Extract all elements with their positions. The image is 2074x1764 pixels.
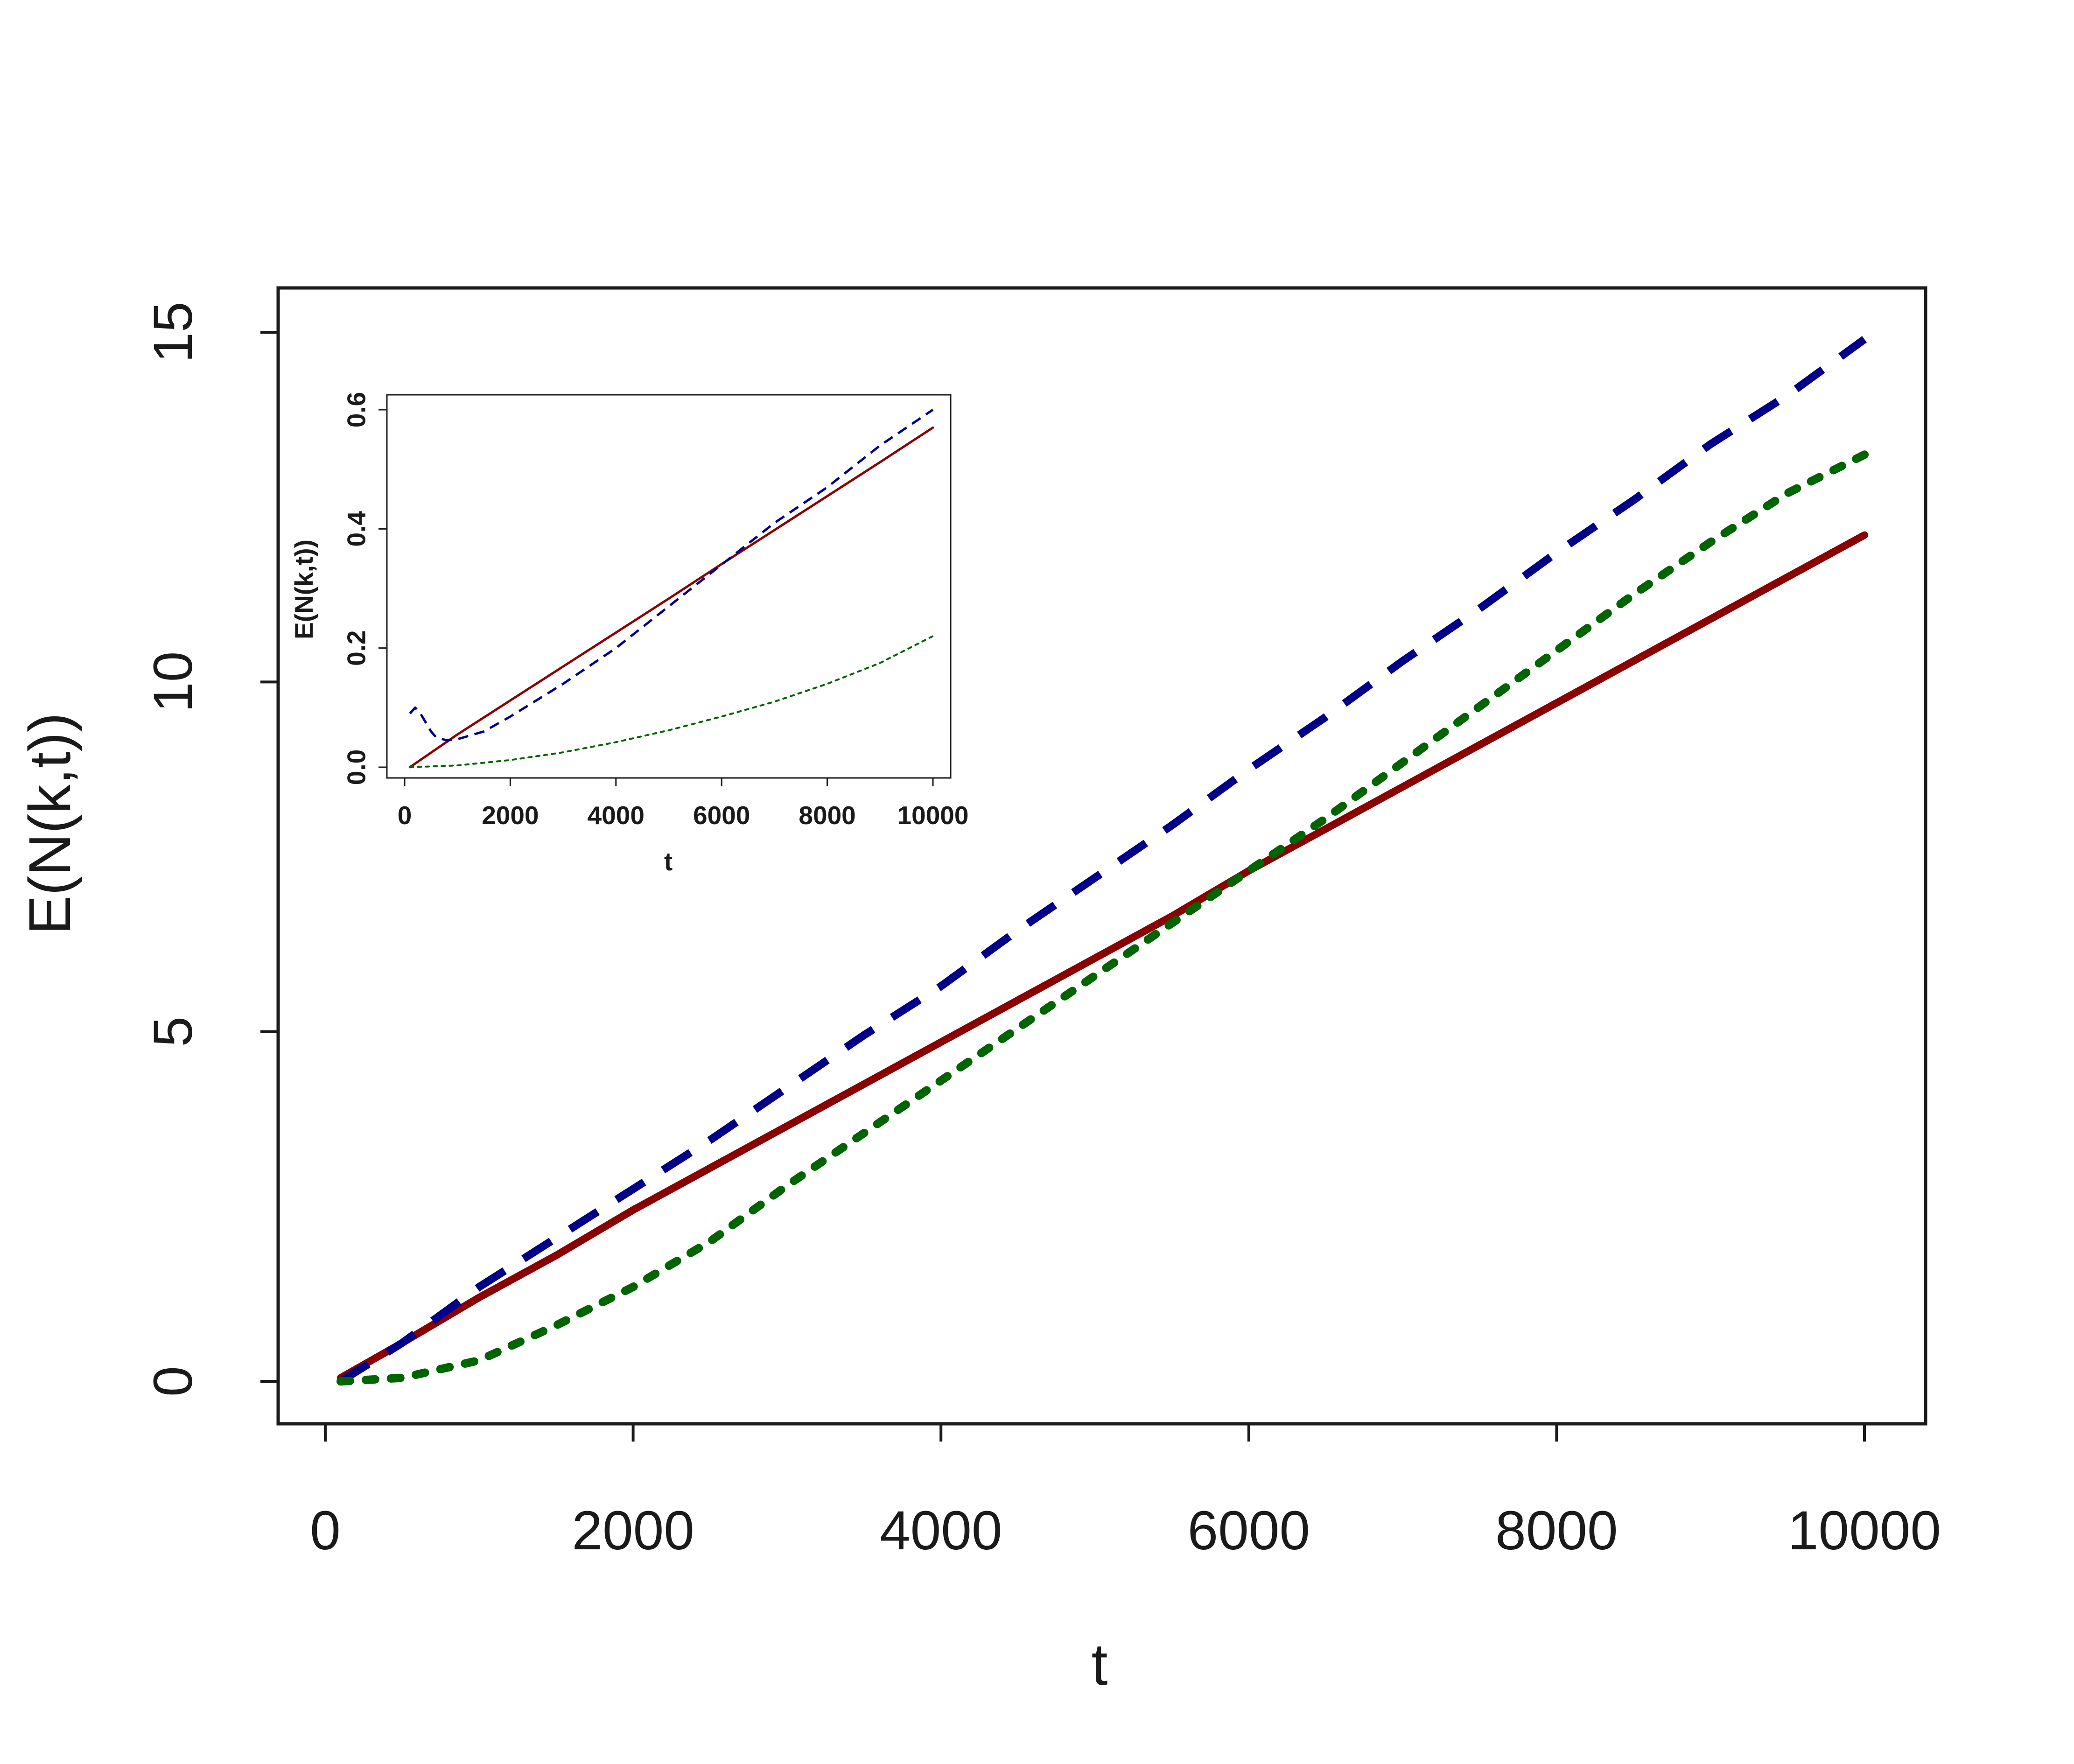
main-y-tick-label: 0 bbox=[142, 1366, 204, 1397]
inset-x-tick-label: 6000 bbox=[693, 801, 750, 830]
main-y-tick-label: 5 bbox=[142, 1016, 204, 1047]
inset-series-line-dashed bbox=[409, 408, 934, 742]
main-x-tick-label: 6000 bbox=[1188, 1500, 1310, 1561]
inset-series-line-solid bbox=[408, 426, 934, 769]
inset-y-tick-label: 0.2 bbox=[342, 630, 371, 665]
main-x-axis: 0 2000 4000 6000 8000 10000 bbox=[310, 1422, 1941, 1561]
inset-x-axis: 0 2000 4000 6000 8000 10000 bbox=[398, 777, 969, 830]
main-y-axis-label: E(N(k,t)) bbox=[17, 713, 83, 935]
inset-series-group bbox=[408, 408, 934, 769]
main-series-line-dashed bbox=[338, 336, 1867, 1385]
inset-y-tick-label: 0.0 bbox=[342, 749, 371, 785]
main-x-axis-label: t bbox=[1091, 1631, 1107, 1697]
inset-y-axis-label: E(N(k,t)) bbox=[289, 539, 318, 639]
main-y-tick-label: 15 bbox=[142, 301, 204, 363]
inset-series-line-dotted bbox=[409, 635, 934, 768]
inset-x-tick-label: 4000 bbox=[588, 801, 645, 830]
inset-x-tick-label: 8000 bbox=[799, 801, 855, 830]
main-x-tick-label: 4000 bbox=[880, 1500, 1002, 1561]
inset-x-tick-label: 0 bbox=[398, 801, 412, 830]
inset-y-tick-label: 0.4 bbox=[342, 511, 371, 547]
main-x-tick-label: 8000 bbox=[1495, 1500, 1618, 1561]
inset-x-tick-label: 10000 bbox=[897, 801, 969, 830]
main-x-tick-label: 2000 bbox=[572, 1500, 694, 1561]
main-plot: 0 2000 4000 6000 8000 10000 0 5 10 15 t E(N(k,t)… bbox=[17, 286, 1941, 1697]
main-series-line-dotted bbox=[336, 450, 1869, 1386]
main-series-line-solid bbox=[337, 531, 1868, 1382]
inset-plot-frame bbox=[386, 394, 952, 779]
inset-y-axis: 0.0 0.2 0.4 0.6 bbox=[342, 392, 388, 785]
main-x-tick-label: 0 bbox=[310, 1500, 341, 1561]
inset-x-tick-label: 2000 bbox=[482, 801, 539, 830]
inset-y-tick-label: 0.6 bbox=[342, 392, 371, 427]
main-x-tick-label: 10000 bbox=[1788, 1500, 1941, 1561]
inset-x-axis-label: t bbox=[664, 847, 673, 876]
main-y-axis: 0 5 10 15 bbox=[142, 301, 280, 1397]
inset-plot: 0 2000 4000 6000 8000 10000 0.0 0.2 0.4 0.6 t E(… bbox=[289, 392, 968, 876]
main-series-group bbox=[336, 336, 1869, 1386]
main-y-tick-label: 10 bbox=[142, 651, 204, 713]
